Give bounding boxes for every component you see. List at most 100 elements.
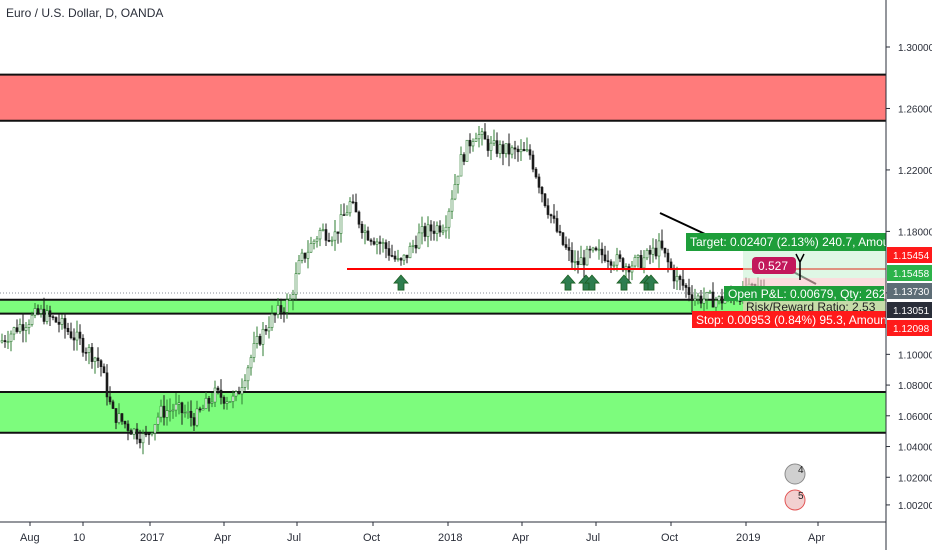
candle-body: [660, 240, 664, 249]
candle-body: [390, 255, 394, 257]
candle-body: [153, 424, 157, 434]
candle-body: [717, 296, 721, 301]
candle-body: [669, 261, 673, 269]
candle-body: [87, 347, 91, 353]
candle-body: [246, 367, 250, 382]
candle-body: [195, 408, 199, 426]
candle-body: [201, 408, 205, 411]
candle-body: [654, 247, 658, 257]
candle-body: [513, 147, 517, 150]
candle-body: [60, 318, 64, 325]
price-badge-label: 1.12098: [893, 324, 930, 335]
candle-body: [45, 310, 49, 322]
candle-body: [285, 299, 289, 313]
candle-body: [567, 247, 571, 251]
candle-body: [282, 311, 286, 314]
candle-body: [291, 294, 295, 300]
candle-body: [90, 347, 94, 362]
candle-body: [495, 140, 499, 154]
candle-body: [420, 226, 424, 234]
candle-body: [186, 410, 190, 413]
candle-body: [225, 401, 229, 404]
price-badge: [887, 302, 932, 318]
candle-body: [15, 327, 19, 332]
candle-body: [156, 416, 160, 425]
candle-body: [642, 257, 646, 269]
candle-body: [252, 343, 256, 358]
price-tick-label: 1.18000: [898, 227, 932, 238]
candle-body: [336, 231, 340, 234]
candle-body: [693, 298, 697, 301]
candle-body: [105, 372, 109, 398]
candle-body: [303, 252, 307, 259]
price-badge: [887, 247, 932, 263]
price-badge: [887, 265, 932, 281]
candle-body: [165, 410, 169, 418]
candle-body: [546, 205, 550, 215]
time-tick-label: Apr: [808, 532, 825, 544]
time-tick-label: Aug: [20, 532, 40, 544]
candle-body: [525, 149, 529, 152]
price-tick-label: 1.06000: [898, 412, 932, 423]
candle-body: [93, 357, 97, 362]
candle-body: [318, 230, 322, 240]
candle-body: [609, 261, 613, 266]
candle-body: [213, 387, 217, 403]
candle-body: [720, 296, 724, 304]
candle-body: [702, 298, 706, 304]
up-arrow-icon: [616, 274, 632, 291]
up-arrow-icon: [393, 274, 409, 291]
candle-body: [273, 313, 277, 316]
candle-body: [474, 138, 478, 142]
candle-body: [681, 279, 685, 286]
candle-body: [486, 138, 490, 151]
candle-body: [468, 139, 472, 147]
open-label-bg: [724, 286, 884, 301]
price-badge-label: 1.15458: [893, 269, 930, 280]
candle-body: [696, 295, 700, 300]
candle-body: [588, 248, 592, 251]
candle-body: [456, 175, 460, 185]
candle-body: [384, 242, 388, 249]
candle-body: [414, 244, 418, 249]
candle-body: [672, 267, 676, 282]
price-tick-label: 1.00200: [898, 501, 932, 512]
candle-body: [408, 246, 412, 259]
candle-body: [636, 254, 640, 258]
candle-body: [24, 327, 28, 331]
candle-body: [48, 310, 52, 317]
candle-body: [117, 413, 121, 423]
candle-body: [207, 397, 211, 404]
candle-body: [174, 403, 178, 411]
candle-body: [306, 251, 310, 259]
candle-body: [96, 357, 100, 361]
candle-body: [129, 430, 133, 435]
candle-body: [450, 198, 454, 212]
candle-body: [108, 396, 112, 403]
idea-badge-icon[interactable]: [784, 489, 806, 511]
candle-body: [159, 405, 163, 418]
rr-label: Risk/Reward Ratio: 2.53: [746, 300, 876, 314]
price-tick-label: 1.10000: [898, 350, 932, 361]
candle-body: [81, 337, 85, 353]
candle-body: [297, 260, 301, 274]
annotation-bubble[interactable]: [752, 257, 796, 274]
entry-arrow-icon: [795, 253, 805, 280]
candle-body: [597, 248, 601, 251]
badge-count-5: 5: [798, 491, 804, 502]
candle-body: [579, 257, 583, 265]
candle-body: [594, 247, 598, 251]
candle-body: [240, 387, 244, 395]
candle-body: [366, 230, 370, 241]
candle-body: [66, 327, 70, 333]
zone-resistance: [0, 74, 886, 121]
candle-body: [402, 254, 406, 261]
candle-body: [339, 214, 343, 234]
candle-body: [30, 314, 34, 325]
candle-body: [78, 331, 82, 339]
idea-badge-icon[interactable]: [784, 463, 806, 485]
candle-body: [612, 264, 616, 267]
candle-body: [324, 229, 328, 241]
